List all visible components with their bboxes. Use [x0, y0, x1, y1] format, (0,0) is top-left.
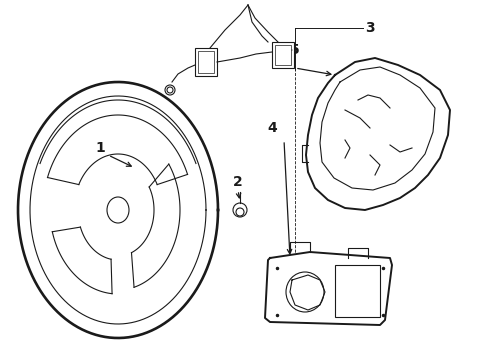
Polygon shape: [306, 58, 450, 210]
Bar: [195, 48, 217, 76]
Bar: [275, 45, 291, 65]
Polygon shape: [265, 252, 392, 325]
Text: 5: 5: [290, 43, 300, 57]
Text: 4: 4: [267, 121, 277, 135]
Bar: [198, 51, 214, 73]
Text: 3: 3: [365, 21, 375, 35]
Bar: [272, 42, 294, 68]
Bar: [335, 265, 380, 317]
Text: 2: 2: [233, 175, 243, 189]
Ellipse shape: [107, 197, 129, 223]
Text: 1: 1: [95, 141, 105, 155]
